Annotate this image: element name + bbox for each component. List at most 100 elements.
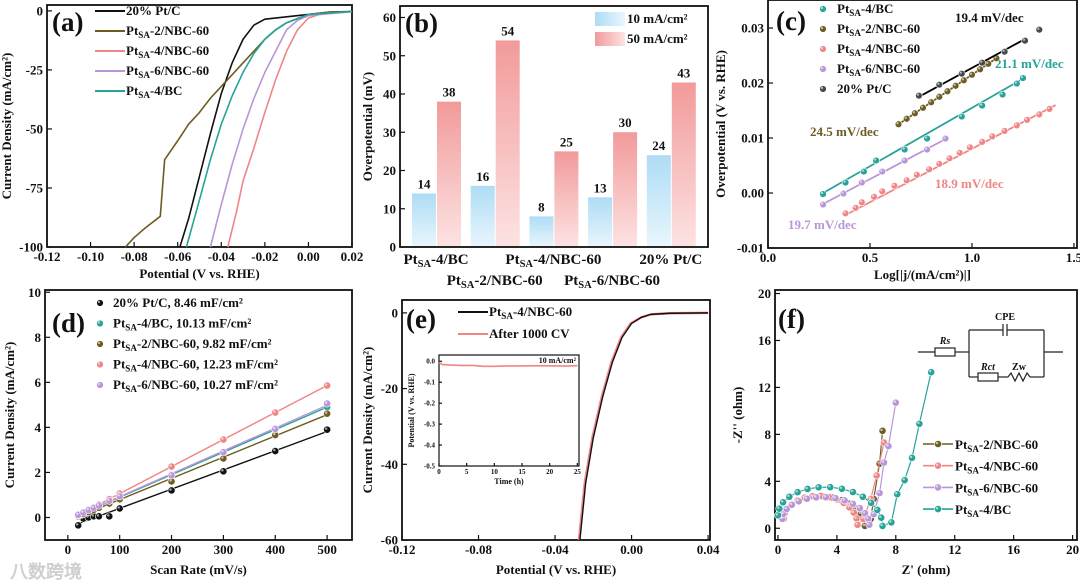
data-point-highlight (1014, 123, 1018, 126)
circuit-label-zw: Zw (1012, 362, 1027, 373)
data-point (880, 458, 888, 467)
data-point (323, 409, 332, 418)
data-point-highlight (953, 83, 956, 86)
legend-marker-highlight (820, 46, 824, 50)
data-point-highlight (881, 460, 885, 463)
x-tick-label: 0.02 (341, 249, 364, 264)
data-point (74, 521, 83, 530)
x-tick-label: 4 (834, 542, 841, 557)
data-point-highlight (937, 82, 940, 85)
data-point-highlight (221, 469, 224, 472)
legend-marker-highlight (97, 321, 101, 324)
bar (588, 197, 613, 247)
panel-label: (a) (52, 7, 83, 37)
y-axis-title: Current Density (mA/cm²) (2, 342, 17, 489)
category-label: PtSA-2/NBC-60 (447, 273, 543, 291)
data-point (941, 134, 950, 143)
legend-marker (819, 45, 827, 53)
data-point (803, 494, 811, 503)
data-point-highlight (805, 486, 808, 490)
data-point-highlight (875, 507, 878, 511)
data-point-highlight (775, 513, 779, 516)
y-tick-label: 0 (392, 305, 399, 320)
data-point-highlight (873, 158, 877, 161)
data-point (978, 58, 986, 67)
data-point (323, 425, 332, 434)
bar-value-label: 13 (594, 180, 608, 195)
bar-value-label: 43 (677, 66, 691, 81)
plot-frame (438, 354, 580, 467)
data-point (945, 154, 954, 163)
data-point-highlight (324, 427, 328, 430)
legend-marker (96, 360, 104, 369)
legend-label: PtSA-4/NBC-60 (837, 41, 920, 58)
data-point (976, 65, 984, 73)
data-point (978, 101, 986, 110)
data-point (1000, 127, 1009, 135)
panel-e-stability-chart: -0.12 -0.08 -0.04 0.00 0.040-20-40-60Potenti… (360, 299, 720, 577)
data-point (849, 488, 857, 496)
y-axis-title: Current Density (mA/cm²) (360, 347, 375, 494)
data-point-highlight (979, 60, 983, 63)
data-point-highlight (820, 191, 824, 195)
y-tick-label: 0 (35, 510, 42, 525)
panel-b-overpotential-bar-chart: 14 38 PtSA-4/BC 16 54 PtSA-2/NBC-60 8 25 PtSA-4/… (360, 5, 709, 291)
legend-label: 50 mA/cm² (627, 31, 688, 46)
data-point (890, 182, 899, 190)
legend-label: PtSA-2/NBC-60 (955, 437, 1038, 454)
x-tick-label: 0.00 (620, 542, 643, 557)
data-point-highlight (926, 167, 930, 170)
slope-annotation: 18.9 mV/dec (935, 176, 1004, 191)
bar-value-label: 16 (476, 169, 490, 184)
y-tick-label: 6 (35, 375, 42, 390)
data-point-highlight (1020, 75, 1024, 79)
x-tick-label: 1.0 (964, 250, 980, 265)
data-point (841, 178, 850, 187)
data-point-highlight (810, 493, 813, 497)
legend-marker (934, 440, 942, 448)
data-point-highlight (874, 473, 877, 476)
plot-frame (767, 0, 1078, 249)
data-point (923, 145, 931, 154)
data-point-highlight (902, 477, 905, 481)
data-point-highlight (324, 401, 328, 404)
data-point-highlight (858, 511, 862, 514)
data-point-highlight (1022, 38, 1026, 41)
data-point-highlight (986, 61, 989, 64)
data-point (923, 134, 931, 143)
y-tick-label: 4 (35, 420, 42, 435)
data-point-highlight (862, 510, 866, 514)
data-point (958, 112, 966, 121)
data-point-highlight (776, 506, 780, 509)
data-point-highlight (780, 500, 784, 503)
legend-label: After 1000 CV (489, 326, 570, 341)
bar (412, 193, 436, 247)
plot-frame (399, 5, 709, 248)
y-tick-label: 20 (758, 286, 771, 301)
y-tick-label: -60 (381, 533, 398, 548)
data-point-highlight (979, 103, 983, 106)
data-point-highlight (928, 100, 932, 103)
data-point (919, 104, 927, 112)
data-point-highlight (862, 523, 866, 527)
data-point-highlight (272, 426, 276, 430)
data-point-highlight (904, 178, 907, 181)
bar (554, 151, 579, 247)
data-point (894, 120, 903, 128)
data-point-highlight (804, 496, 808, 500)
data-point-highlight (880, 523, 883, 527)
x-tick-label: 20 (1066, 542, 1079, 557)
data-point-highlight (81, 510, 84, 513)
bar-value-label: 14 (418, 176, 432, 191)
data-point (943, 87, 952, 95)
x-tick-label: -0.08 (465, 542, 493, 557)
x-tick-label: 0.0 (760, 250, 776, 265)
data-point-highlight (781, 511, 784, 515)
data-point (873, 505, 882, 514)
data-point (167, 471, 176, 480)
y-tick-label: 0.00 (741, 186, 764, 201)
data-point (998, 90, 1007, 99)
data-point-highlight (91, 514, 95, 517)
data-point (323, 381, 332, 390)
